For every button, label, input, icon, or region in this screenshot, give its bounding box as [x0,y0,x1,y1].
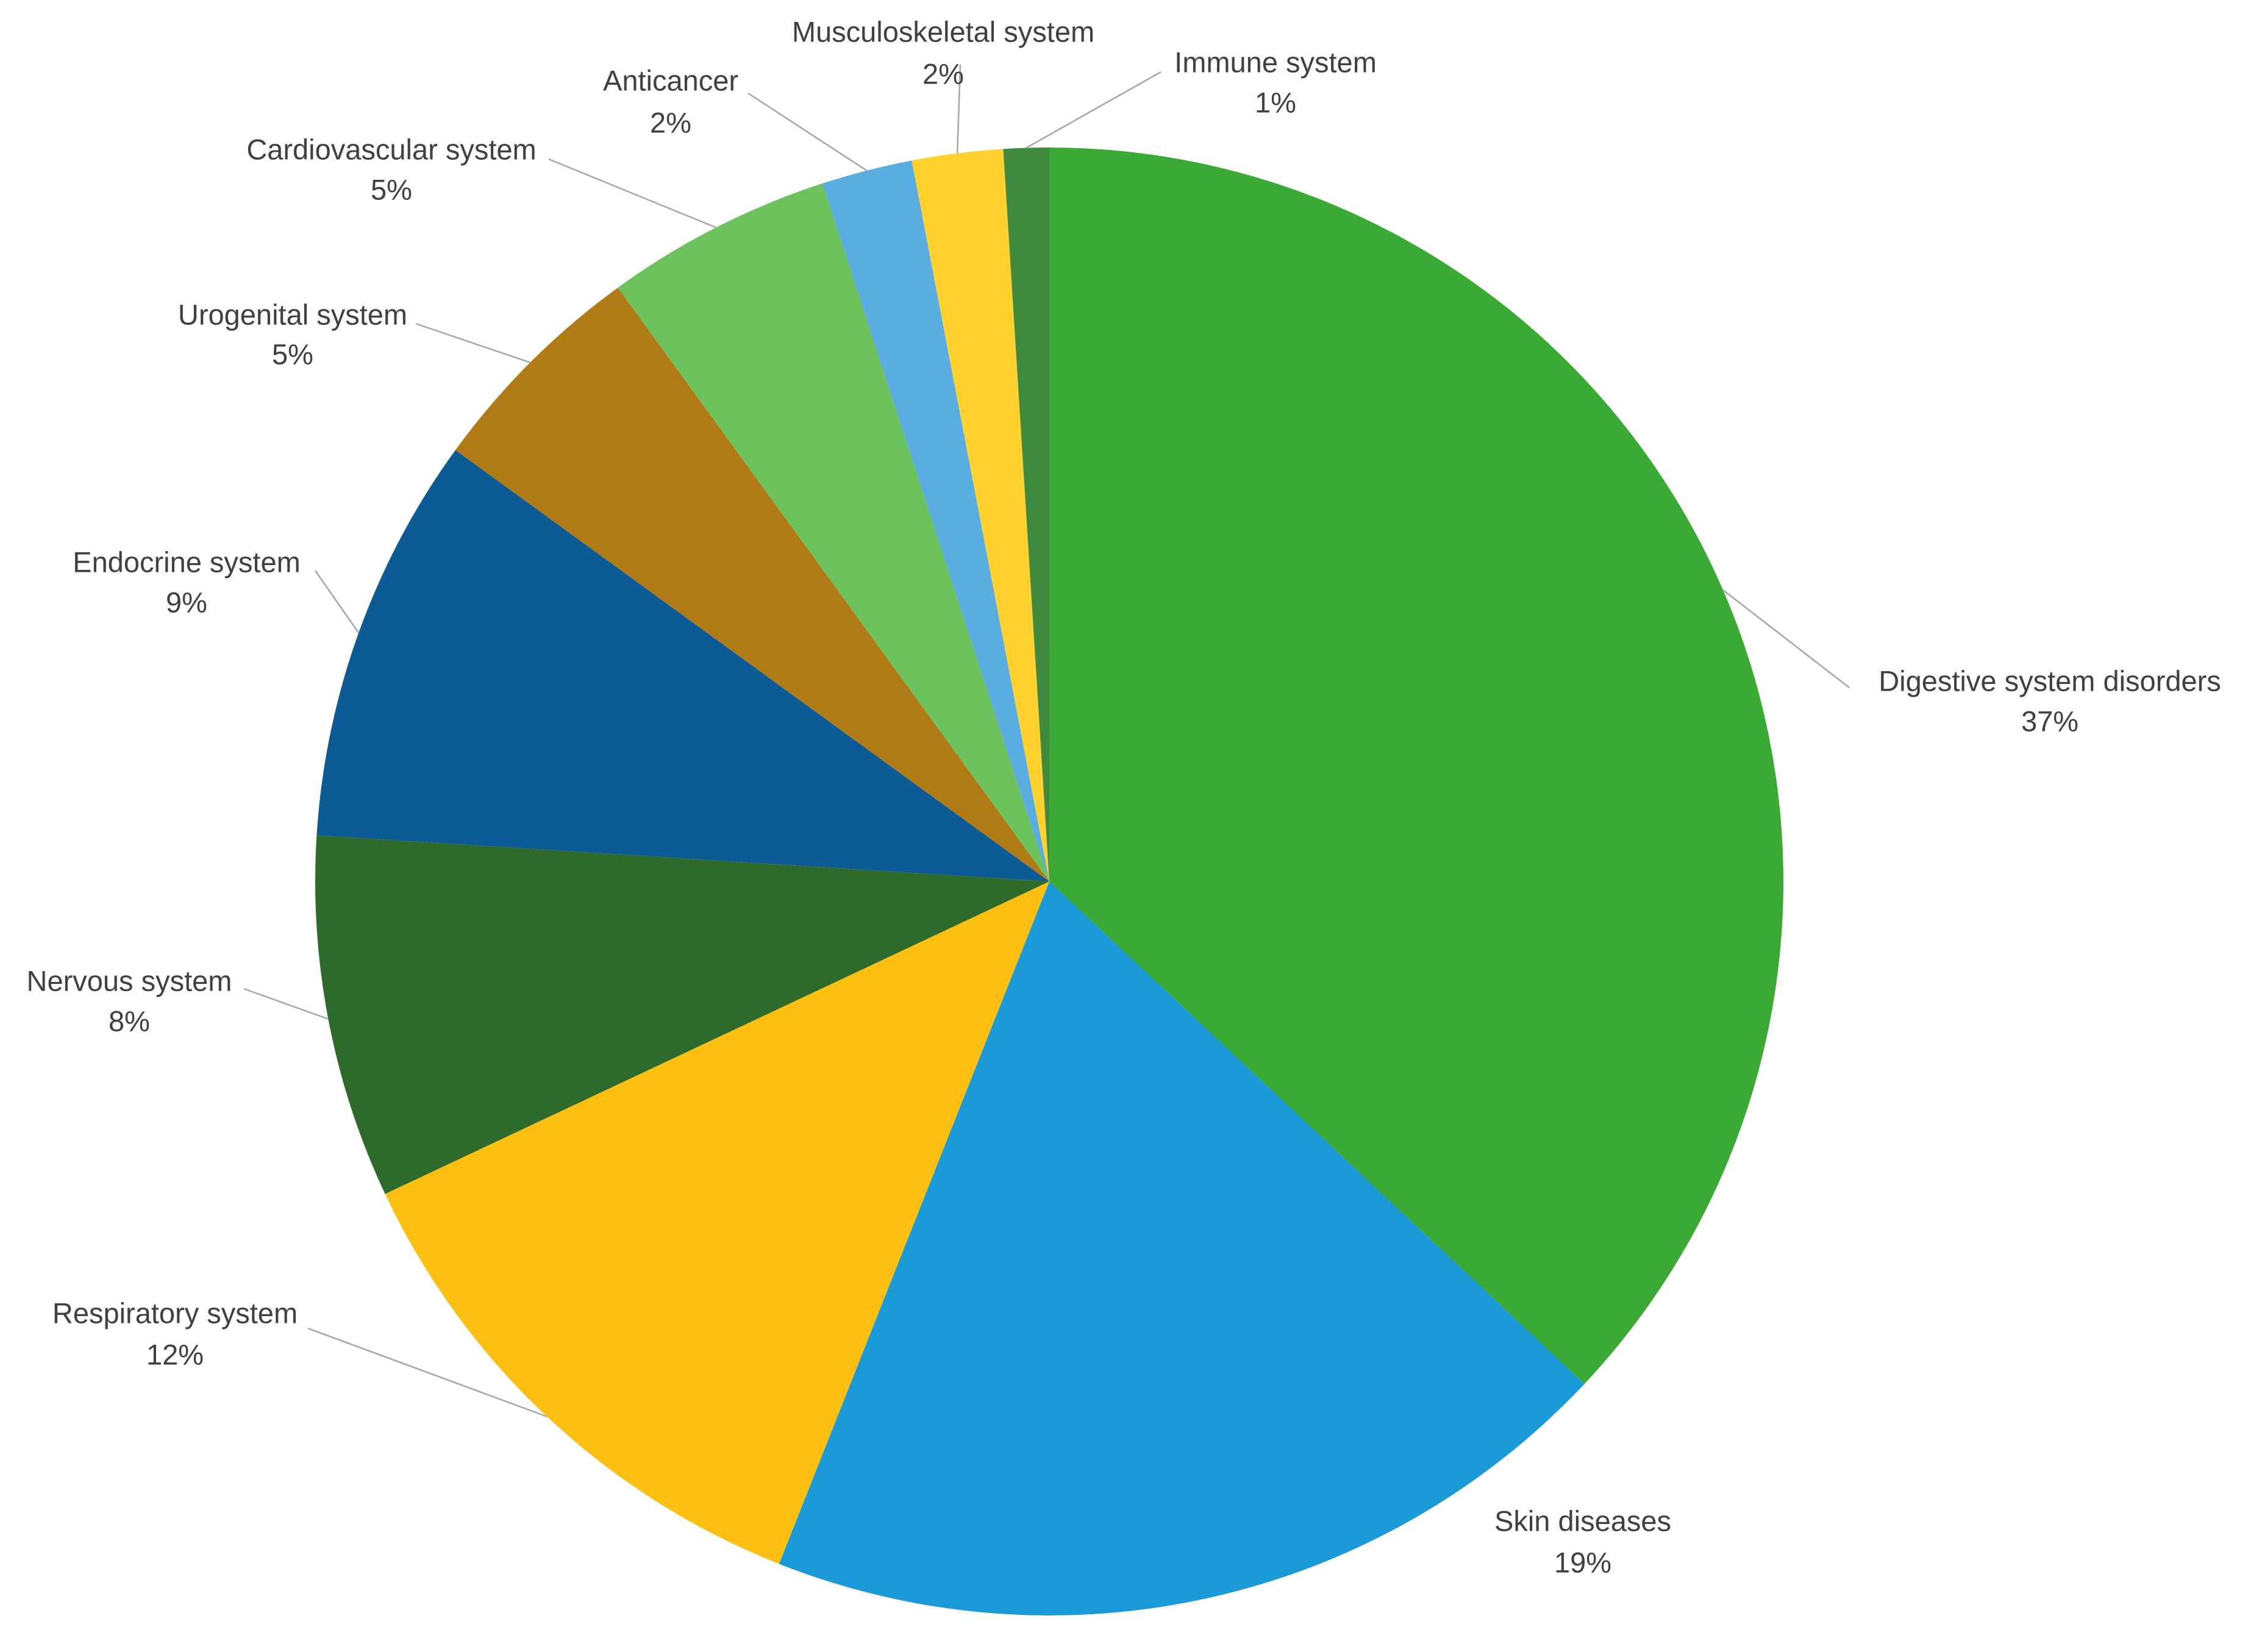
slice-label: Cardiovascular system [246,133,536,165]
pie-slice [779,881,1585,1615]
pie-slice [912,149,1049,881]
slice-value-label: 9% [166,586,207,618]
slice-label: Anticancer [603,64,738,96]
leader-line [1026,71,1161,149]
leader-line [415,322,531,363]
slice-label: Urogenital system [178,298,407,330]
pie-slice [618,183,1049,881]
slice-value-label: 5% [272,338,313,370]
slice-label: Respiratory system [52,1297,298,1329]
leader-line [314,570,360,633]
leader-line [956,64,962,154]
slice-value-label: 37% [2021,705,2079,737]
slice-label: Endocrine system [73,546,301,578]
slice-label: Skin diseases [1494,1504,1671,1537]
leader-line [243,988,329,1020]
pie-slice [385,881,1049,1564]
slice-value-label: 12% [146,1338,204,1370]
leader-line [307,1327,548,1417]
slice-label: Immune system [1174,46,1377,78]
slice-value-label: 8% [109,1005,150,1037]
pie-slice [1049,148,1783,1384]
pie-slice [455,287,1049,881]
leader-line [548,158,716,229]
slice-label: Digestive system disorders [1879,664,2221,697]
slice-value-label: 19% [1554,1546,1611,1578]
leader-line [748,92,868,171]
slice-value-label: 5% [371,173,412,205]
pie-slice [316,450,1050,881]
slice-value-label: 1% [1255,86,1296,118]
leader-line [1722,589,1850,688]
slice-label: Nervous system [27,964,232,997]
pie-slice [822,160,1049,881]
slice-label: Musculoskeletal system [792,15,1094,48]
slice-value-label: 2% [922,57,964,90]
pie-slice [315,835,1049,1194]
slice-value-label: 2% [650,106,691,138]
pie-slice [1003,148,1049,881]
